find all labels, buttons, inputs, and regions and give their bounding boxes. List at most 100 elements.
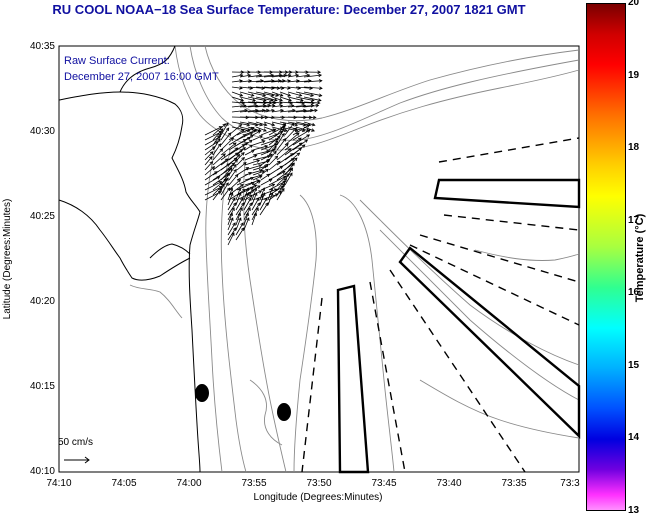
current-vector-head (230, 217, 234, 222)
current-vector-head (265, 168, 269, 173)
current-vector-head (251, 149, 255, 153)
current-vector (204, 181, 222, 191)
x-axis-ticks: 74:10 74:05 74:00 73:55 73:50 73:45 73:4… (46, 478, 580, 489)
current-vector (235, 187, 241, 201)
current-vector-head (218, 131, 223, 135)
current-label-line2: December 27, 2007 16:00 GMT (64, 71, 219, 83)
current-vector-head (229, 212, 234, 217)
current-vector-head (246, 217, 250, 222)
current-vector (243, 202, 253, 216)
current-vector (271, 105, 283, 108)
current-vector (255, 105, 271, 108)
current-vector-head (306, 134, 311, 138)
current-vector (227, 202, 237, 216)
shipping-lanes (336, 178, 581, 474)
current-vector (220, 177, 229, 191)
colorbar-tick-label: 17 (628, 214, 640, 226)
current-vector (227, 212, 233, 226)
current-vector (220, 122, 229, 136)
current-vector-head (250, 181, 255, 186)
current-vector-head (318, 73, 323, 78)
current-vector-head (284, 128, 288, 133)
current-vector-head (283, 178, 288, 182)
current-vector-head (218, 181, 223, 185)
current-vector (247, 80, 264, 83)
current-vector (204, 151, 214, 161)
current-vector (260, 128, 276, 136)
current-vector-head (250, 176, 254, 181)
current-vector (220, 152, 239, 166)
current-vector-head (311, 122, 316, 127)
current-vector-head (271, 122, 276, 127)
current-vector (276, 153, 294, 166)
current-vector-head (281, 170, 286, 174)
current-vector (287, 105, 306, 108)
current-vector-head (250, 189, 255, 193)
current-vector (204, 141, 218, 151)
current-vector-head (290, 158, 295, 162)
current-vector (287, 101, 305, 104)
current-vector (255, 80, 274, 83)
current-vector-head (222, 123, 227, 127)
current-vector-head (245, 212, 250, 217)
current-vector-head (265, 163, 269, 168)
current-vector (235, 217, 242, 231)
current-vector (227, 192, 233, 206)
current-vector-head (299, 98, 304, 102)
current-vector-head (298, 147, 303, 151)
current-vector (231, 96, 244, 101)
current-vector-head (274, 140, 279, 145)
current-vector-head (249, 194, 254, 199)
x-tick-label: 74:05 (111, 478, 136, 489)
y-tick-label: 40:15 (30, 381, 55, 392)
current-vector (255, 101, 272, 104)
current-vector-head (286, 173, 290, 177)
current-vector-head (228, 167, 233, 172)
current-vector-head (293, 157, 298, 162)
current-vector-head (232, 197, 236, 202)
current-vector (303, 80, 322, 83)
current-vector (228, 179, 241, 191)
current-vector (220, 187, 231, 201)
colorbar-tick-label: 14 (628, 432, 640, 444)
current-vector (204, 176, 220, 186)
surface-current-label: Raw Surface Current: December 27, 2007 1… (64, 53, 219, 85)
scale-arrow (64, 456, 90, 464)
current-vector-head (266, 173, 271, 178)
current-vector-head (242, 189, 246, 193)
current-vector (260, 168, 269, 176)
current-vector-head (230, 192, 234, 197)
x-tick-label: 73:50 (306, 478, 331, 489)
current-vector-head (227, 132, 232, 137)
current-vector-head (237, 212, 242, 217)
current-vector (231, 74, 243, 78)
current-vector-head (294, 123, 299, 127)
current-vector (276, 133, 285, 146)
current-vector (204, 126, 223, 136)
current-vector-head (209, 161, 214, 165)
current-vector-head (233, 163, 237, 168)
current-vector-head (233, 168, 237, 173)
current-vector (220, 137, 234, 151)
current-vector (235, 202, 245, 216)
current-vector-head (246, 123, 251, 127)
current-vector (295, 80, 311, 83)
current-vector-head (310, 103, 315, 108)
current-vector-head (306, 124, 310, 128)
current-vector (276, 168, 292, 181)
current-vector (204, 156, 213, 166)
current-vector-head (270, 192, 274, 197)
current-vector (255, 86, 275, 89)
current-vector-head (269, 187, 274, 192)
current-vector (292, 129, 311, 141)
current-vector-head (281, 187, 285, 192)
current-vector (204, 171, 218, 181)
bathymetry-contours (129, 45, 580, 473)
current-vector (263, 74, 282, 78)
current-vector (284, 122, 295, 136)
current-vector (271, 91, 283, 97)
current-vector-head (280, 185, 285, 190)
current-vector-head (298, 137, 302, 141)
current-vector (303, 96, 321, 101)
current-vector-head (290, 122, 295, 127)
